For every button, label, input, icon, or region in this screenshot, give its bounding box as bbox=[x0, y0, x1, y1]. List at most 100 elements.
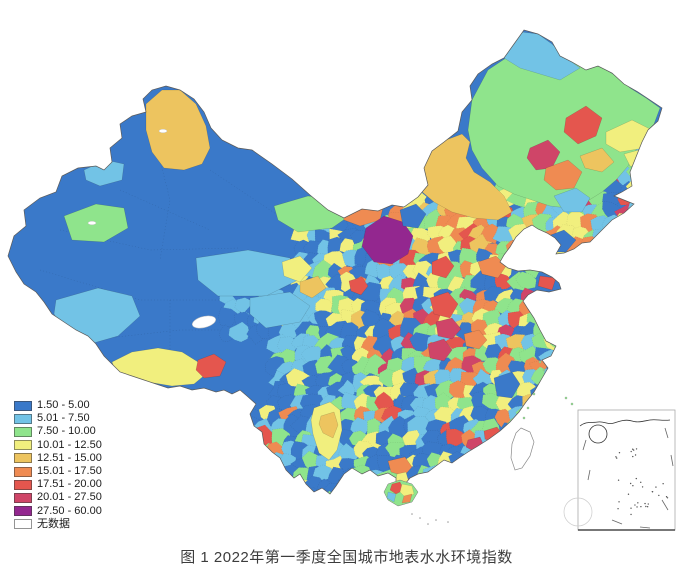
inset-island-dot bbox=[644, 502, 646, 505]
inset-dash-line bbox=[611, 519, 623, 525]
map-region-cell bbox=[487, 443, 504, 460]
map-region-cell bbox=[494, 479, 520, 495]
map-region-cell bbox=[301, 450, 326, 473]
region-hubei-crimson bbox=[427, 338, 453, 362]
legend-item: 17.51 - 20.00 bbox=[14, 478, 102, 491]
region-ordos-blue bbox=[399, 203, 427, 229]
map-region-cell bbox=[279, 490, 304, 495]
map-region-cell bbox=[338, 477, 357, 495]
legend-label: 17.51 - 20.00 bbox=[37, 478, 102, 491]
region-lhasa-red bbox=[195, 353, 227, 379]
map-region-cell bbox=[483, 490, 503, 495]
map-region-cell bbox=[267, 486, 289, 495]
qinghai-lake bbox=[192, 315, 216, 329]
legend-item: 无数据 bbox=[14, 518, 102, 531]
map-region-cell bbox=[248, 456, 265, 477]
inset-island-dot bbox=[618, 501, 620, 503]
legend-item: 7.50 - 10.00 bbox=[14, 425, 102, 438]
inset-dash-line bbox=[587, 469, 591, 481]
map-region-cell bbox=[437, 465, 459, 483]
map-region-cell bbox=[242, 476, 262, 495]
coastal-island-dot bbox=[542, 368, 546, 372]
map-region-cell bbox=[236, 487, 255, 495]
map-region-cell bbox=[627, 197, 652, 220]
map-region-cell bbox=[450, 479, 471, 495]
map-region-cell bbox=[615, 238, 636, 257]
legend-item: 27.50 - 60.00 bbox=[14, 505, 102, 518]
map-region-cell bbox=[522, 228, 542, 242]
map-region-cell bbox=[488, 453, 505, 470]
map-region-cell bbox=[459, 453, 482, 474]
map-region-cell bbox=[417, 491, 441, 495]
map-region-cell bbox=[350, 488, 375, 495]
map-region-cell bbox=[487, 476, 507, 495]
region-shandong-orange bbox=[477, 255, 507, 279]
sea-speck bbox=[447, 521, 449, 523]
inset-island-dot bbox=[632, 455, 634, 458]
map-region-cell bbox=[534, 476, 553, 495]
map-region-cell bbox=[325, 381, 346, 399]
map-region-cell bbox=[472, 368, 493, 389]
map-region-cell bbox=[592, 228, 612, 247]
map-region-cell bbox=[556, 355, 575, 376]
inset-island-dot bbox=[646, 506, 649, 508]
region-qinghai-sky bbox=[249, 291, 311, 329]
inset-island-dot bbox=[617, 508, 619, 510]
map-region-cell bbox=[532, 443, 554, 467]
region-anhui-orange bbox=[463, 329, 488, 350]
map-region-cell bbox=[559, 308, 580, 327]
legend-label: 1.50 - 5.00 bbox=[37, 399, 90, 412]
map-region-cell bbox=[242, 441, 262, 462]
legend-label: 27.50 - 60.00 bbox=[37, 504, 102, 517]
map-region-cell bbox=[229, 428, 254, 449]
inset-island-dot bbox=[630, 507, 632, 509]
map-region-cell bbox=[268, 478, 291, 495]
legend-item: 5.01 - 7.50 bbox=[14, 412, 102, 425]
map-region-cell bbox=[532, 391, 554, 410]
inset-island-dot bbox=[634, 504, 636, 506]
china-coastline bbox=[7, 29, 663, 496]
map-region-cell bbox=[423, 482, 444, 495]
map-region-cell bbox=[535, 416, 555, 441]
map-region-cell bbox=[252, 469, 277, 491]
coastal-island-dot bbox=[564, 396, 568, 400]
inset-island-dot bbox=[632, 484, 634, 487]
sea-speck bbox=[419, 517, 421, 519]
legend-swatch bbox=[14, 466, 32, 477]
map-region-cell bbox=[324, 482, 345, 495]
map-region-cell bbox=[532, 454, 553, 472]
inset-island-dot bbox=[647, 503, 649, 505]
map-region-cell bbox=[462, 470, 480, 486]
map-region-cell bbox=[341, 490, 362, 495]
inset-island-dot bbox=[630, 450, 632, 453]
map-region-cell bbox=[556, 299, 577, 317]
map-region-cell bbox=[352, 474, 373, 495]
region-gansu-red bbox=[348, 276, 369, 296]
map-region-cell bbox=[541, 298, 562, 320]
region-hainan-group bbox=[383, 479, 419, 507]
region-shanxi-red bbox=[431, 255, 455, 279]
map-region-cell bbox=[519, 237, 547, 258]
map-region-cell bbox=[625, 227, 644, 245]
lake-sayram bbox=[87, 220, 97, 225]
map-region-cell bbox=[434, 480, 457, 495]
map-region-cell bbox=[252, 475, 273, 493]
legend-label: 5.01 - 7.50 bbox=[37, 412, 90, 425]
sea-speck bbox=[411, 513, 413, 515]
map-region-cell bbox=[617, 249, 635, 268]
region-altay bbox=[145, 89, 211, 171]
legend-swatch bbox=[14, 453, 32, 464]
inset-island-dot bbox=[636, 506, 638, 508]
inset-island-dot bbox=[615, 456, 617, 458]
map-region-cell bbox=[555, 383, 580, 405]
inset-dash-line bbox=[639, 526, 651, 529]
region-hainan-orange bbox=[401, 493, 413, 504]
region-shandong-tip-red bbox=[537, 275, 557, 291]
map-region-cell bbox=[256, 452, 277, 473]
map-region-cell bbox=[470, 492, 489, 495]
inset-hainan-outline bbox=[588, 424, 608, 444]
map-region-cell bbox=[306, 486, 327, 495]
legend-item: 10.01 - 12.50 bbox=[14, 439, 102, 452]
region-jilin-sky bbox=[553, 187, 591, 213]
map-region-cell bbox=[546, 324, 564, 343]
